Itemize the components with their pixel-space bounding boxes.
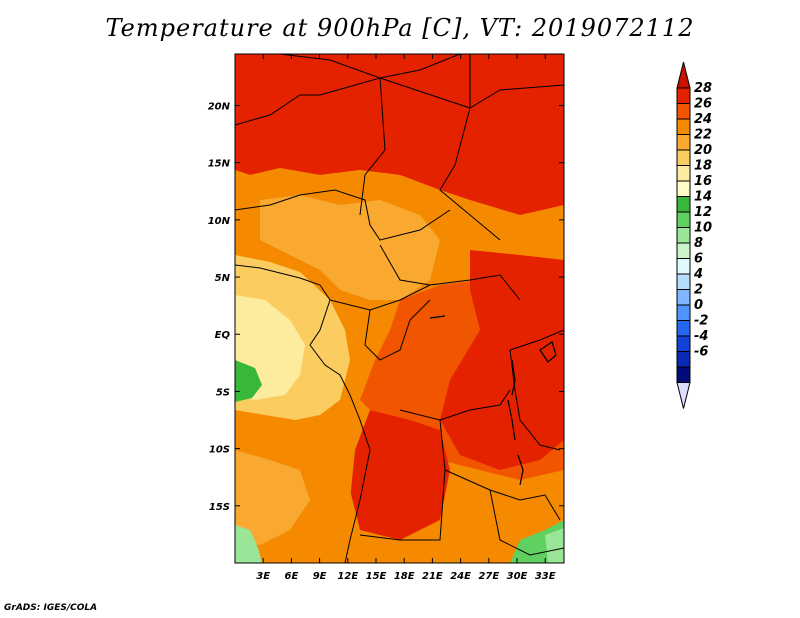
y-tick-label: 5N: [215, 273, 231, 284]
colorbar-tick-label: 12: [694, 205, 712, 220]
colorbar-tick-label: 28: [694, 81, 712, 96]
x-tick-label: 18E: [394, 571, 415, 582]
colorbar-segment: [676, 149, 691, 166]
colorbar-tick-label: -2: [694, 314, 708, 329]
x-tick-label: 27E: [478, 571, 499, 582]
y-tick-label: 10S: [209, 445, 230, 456]
colorbar-tick-label: 10: [694, 221, 712, 236]
lakes: [429, 315, 557, 486]
y-axis: 20N 15N 10N 5N EQ 5S 10S 15S: [208, 101, 564, 513]
y-tick-label: 5S: [216, 387, 230, 398]
colorbar-segment: [676, 289, 691, 306]
colorbar-segment: [676, 211, 691, 228]
colorbar-tick-label: 16: [694, 174, 712, 189]
colorbar-segment: [676, 87, 691, 104]
colorbar-segment: [676, 196, 691, 213]
x-tick-label: 15E: [366, 571, 387, 582]
colorbar-segment: [676, 227, 691, 244]
chart-title: Temperature at 900hPa [C], VT: 201907211…: [105, 14, 695, 42]
y-tick-label: 15S: [209, 502, 230, 513]
colorbar-tick-label: 0: [694, 298, 703, 313]
colorbar-segment: [676, 366, 691, 383]
x-tick-label: 30E: [507, 571, 528, 582]
colorbar-tick-label: -6: [694, 345, 708, 360]
x-tick-label: 3E: [256, 571, 270, 582]
colorbar-segment: [676, 165, 691, 182]
colorbar-tick-label: 8: [694, 236, 703, 251]
x-tick-label: 21E: [422, 571, 443, 582]
colorbar-segment: [676, 351, 691, 368]
colorbar-segment: [676, 134, 691, 151]
x-tick-label: 9E: [313, 571, 327, 582]
colorbar-tick-label: 2: [694, 283, 703, 298]
footer-credit: GrADS: IGES/COLA: [4, 603, 98, 613]
colorbar-segment: [676, 258, 691, 275]
colorbar-tick-label: 14: [694, 190, 712, 205]
colorbar-tick-label: 26: [694, 97, 712, 112]
y-tick-label: 20N: [208, 101, 231, 112]
colorbar-segment: [676, 335, 691, 352]
colorbar-tick-label: 18: [694, 159, 712, 174]
colorbar-bottom-triangle: [676, 382, 691, 409]
x-axis: 3E 6E 9E 12E 15E 18E 21E 24E 27E 30E 33E: [256, 54, 556, 582]
x-tick-label: 24E: [450, 571, 471, 582]
colorbar-segment: [676, 273, 691, 290]
x-tick-label: 6E: [285, 571, 299, 582]
y-tick-label: 15N: [208, 159, 231, 170]
x-tick-label: 33E: [535, 571, 556, 582]
colorbar-tick-label: 24: [694, 112, 712, 127]
temperature-field: [235, 54, 564, 563]
colorbar-segment: [676, 103, 691, 120]
colorbar-tick-label: 6: [694, 252, 703, 267]
colorbar-top-triangle: [676, 61, 691, 89]
colorbar-tick-label: 22: [694, 128, 712, 143]
colorbar-tick-label: -4: [694, 329, 708, 344]
colorbar-tick-label: 4: [693, 267, 703, 282]
colorbar-segment: [676, 304, 691, 321]
colorbar-segment: [676, 320, 691, 337]
colorbar-tick-label: 20: [694, 143, 712, 158]
plot-frame: [234, 53, 565, 564]
y-tick-label: EQ: [215, 330, 231, 341]
colorbar-segment: [676, 118, 691, 135]
colorbar-segment: [676, 242, 691, 259]
country-borders: [235, 54, 564, 563]
colorbar-segment: [676, 180, 691, 197]
x-tick-label: 12E: [337, 571, 358, 582]
y-tick-label: 10N: [208, 216, 231, 227]
